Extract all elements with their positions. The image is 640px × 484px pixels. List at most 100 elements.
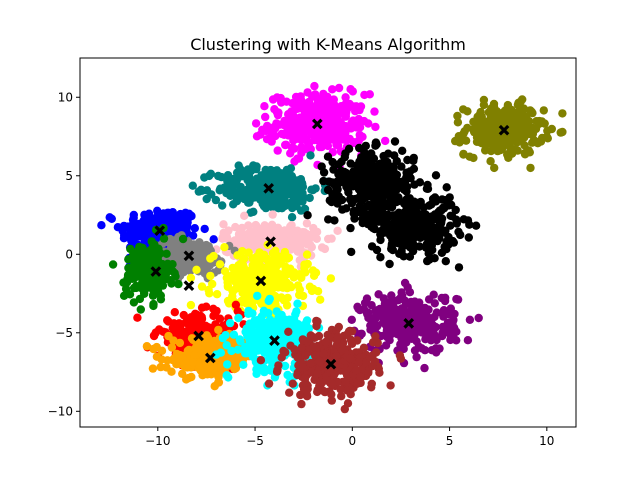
data-point — [262, 122, 272, 132]
data-point — [475, 129, 485, 138]
data-point — [283, 370, 292, 380]
data-point — [387, 244, 396, 253]
data-point — [385, 259, 394, 269]
x-tick-label: 5 — [446, 434, 454, 448]
data-point — [491, 132, 500, 141]
data-point — [533, 117, 542, 126]
data-point — [172, 349, 181, 359]
data-point — [345, 134, 354, 144]
data-point — [437, 195, 447, 204]
data-point — [399, 252, 408, 261]
data-point — [107, 214, 117, 223]
data-point — [191, 344, 200, 353]
data-point — [133, 313, 142, 322]
data-point — [333, 118, 342, 127]
data-point — [454, 263, 464, 272]
data-point — [334, 322, 343, 332]
data-point — [263, 176, 272, 185]
data-point — [427, 346, 437, 355]
data-point — [350, 214, 359, 223]
data-point — [223, 282, 233, 291]
data-point — [346, 223, 355, 233]
data-point — [334, 192, 343, 201]
data-point — [424, 201, 434, 210]
data-point — [229, 200, 238, 209]
data-point — [519, 127, 529, 136]
data-point — [323, 152, 333, 161]
data-point — [305, 240, 315, 249]
data-point — [397, 162, 406, 171]
data-point — [344, 327, 354, 336]
data-point — [371, 332, 380, 341]
data-point — [304, 232, 313, 241]
data-point — [396, 223, 405, 232]
data-point — [371, 122, 380, 132]
data-point — [306, 331, 315, 340]
data-point — [430, 210, 440, 219]
data-point — [128, 222, 137, 231]
data-point — [490, 163, 499, 173]
data-point — [346, 354, 355, 363]
data-point — [452, 219, 461, 228]
data-point — [423, 306, 432, 315]
data-point — [363, 158, 372, 168]
data-point — [355, 105, 364, 115]
data-point — [430, 299, 439, 308]
data-point — [463, 336, 473, 345]
data-point — [274, 194, 284, 203]
data-point — [289, 192, 298, 201]
data-point — [365, 353, 375, 362]
data-point — [444, 240, 453, 249]
data-point — [183, 216, 192, 225]
data-point — [163, 259, 172, 268]
data-point — [472, 137, 482, 146]
data-point — [224, 373, 233, 382]
data-point — [272, 166, 282, 175]
cluster-group — [188, 151, 331, 222]
data-point — [317, 100, 326, 110]
data-point — [313, 287, 323, 296]
data-point — [412, 352, 421, 362]
data-point — [303, 211, 312, 220]
data-point — [420, 363, 429, 373]
data-point — [256, 130, 265, 139]
data-point — [336, 176, 346, 186]
data-point — [288, 379, 297, 388]
data-point — [327, 234, 336, 243]
data-point — [346, 124, 356, 133]
data-point — [398, 146, 407, 155]
data-point — [367, 379, 376, 388]
data-point — [222, 234, 231, 243]
data-point — [402, 187, 411, 196]
data-point — [384, 149, 393, 158]
data-point — [223, 296, 233, 306]
data-point — [262, 196, 271, 205]
data-point — [148, 364, 158, 373]
data-point — [293, 370, 302, 380]
data-point — [209, 235, 218, 244]
data-point — [394, 295, 403, 305]
data-point — [399, 180, 408, 189]
data-point — [347, 173, 357, 182]
data-point — [354, 136, 363, 145]
data-point — [445, 193, 454, 202]
data-point — [152, 342, 161, 352]
data-point — [260, 102, 269, 111]
data-point — [376, 253, 385, 262]
data-point — [316, 295, 325, 304]
data-point — [410, 180, 419, 189]
data-point — [234, 274, 244, 283]
data-point — [340, 404, 349, 414]
data-point — [220, 243, 229, 252]
data-point — [272, 226, 281, 236]
data-point — [280, 130, 289, 139]
data-point — [352, 366, 361, 375]
data-point — [285, 388, 294, 397]
data-point — [393, 238, 402, 248]
data-point — [215, 260, 225, 269]
data-point — [520, 133, 529, 142]
data-point — [338, 205, 347, 214]
data-point — [222, 341, 231, 350]
data-point — [188, 231, 198, 240]
